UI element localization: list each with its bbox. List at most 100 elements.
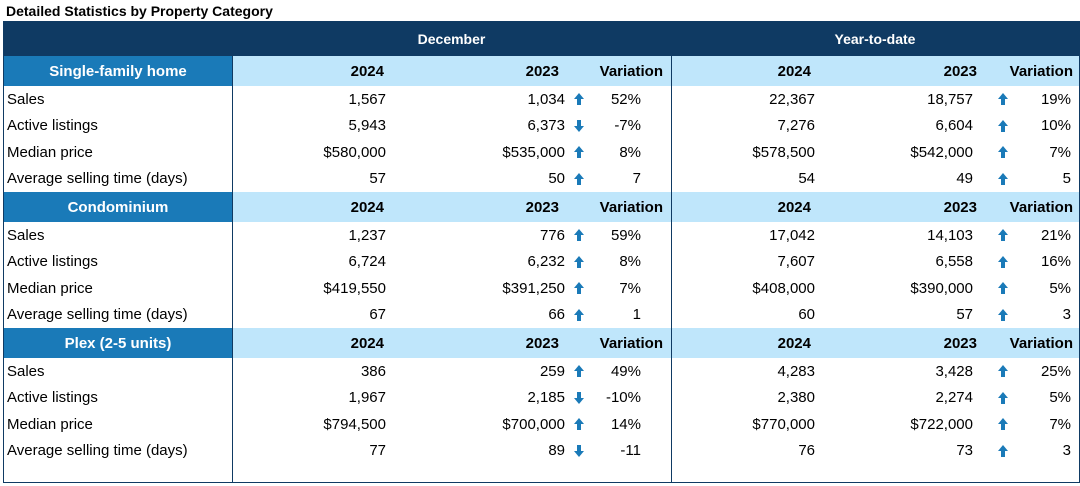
dec-trend-arrow	[567, 166, 591, 193]
row-label: Median price	[7, 279, 93, 297]
ytd-variation-value: 3	[1062, 442, 1071, 460]
header-december: December	[232, 22, 671, 56]
col-header-2023: 2023	[392, 56, 567, 86]
dec-2024-value: 57	[369, 170, 386, 188]
dec-variation-value: 49%	[610, 362, 641, 380]
col-header-2023: 2023	[821, 328, 991, 358]
dec-variation-value: 52%	[610, 90, 641, 108]
dec-trend-arrow	[567, 275, 591, 302]
row-label: Sales	[7, 90, 45, 108]
dec-variation-value: -7%	[614, 117, 641, 135]
dec-trend-arrow	[567, 438, 591, 465]
arrow-up-icon	[574, 93, 584, 106]
arrow-down-icon	[574, 391, 584, 404]
ytd-trend-arrow	[991, 86, 1015, 113]
col-header-2023: 2023	[392, 328, 567, 358]
ytd-2023-value: 73	[956, 442, 973, 460]
dec-2024-value: 6,724	[348, 253, 386, 271]
ytd-trend-arrow	[991, 249, 1015, 276]
col-header-variation: Variation	[991, 328, 1079, 358]
dec-2024-value: 77	[369, 442, 386, 460]
ytd-variation-value: 5	[1062, 170, 1071, 188]
arrow-up-icon	[574, 282, 584, 295]
ytd-2023-value: 3,428	[935, 362, 973, 380]
dec-variation-value: 1	[632, 306, 641, 324]
dec-2023-value: $391,250	[502, 279, 565, 297]
arrow-up-icon	[574, 308, 584, 321]
dec-trend-arrow	[567, 86, 591, 113]
dec-trend-arrow	[567, 358, 591, 385]
header-year-to-date: Year-to-date	[671, 22, 1079, 56]
row-label: Active listings	[7, 117, 98, 135]
arrow-up-icon	[998, 444, 1008, 457]
arrow-up-icon	[998, 418, 1008, 431]
header-corner-cell	[4, 22, 232, 56]
dec-variation-value: -10%	[605, 389, 641, 407]
ytd-2024-value: 7,276	[777, 117, 815, 135]
dec-variation-value: 7%	[619, 279, 641, 297]
table-row: Average selling time (days) 67 66 1 60 57 3	[4, 302, 1079, 329]
ytd-2024-value: 22,367	[769, 90, 815, 108]
section-header-row: Condominium 2024 2023 Variation 2024 2023 Vari…	[4, 192, 1079, 222]
ytd-variation-value: 16%	[1040, 253, 1071, 271]
ytd-trend-arrow	[991, 358, 1015, 385]
table-row: Active listings 1,967 2,185 -10% 2,380 2,274 5…	[4, 385, 1079, 412]
row-label: Median price	[7, 143, 93, 161]
section-header-row: Plex (2-5 units) 2024 2023 Variation 2024 202…	[4, 328, 1079, 358]
ytd-trend-arrow	[991, 302, 1015, 329]
dec-2023-value: 259	[539, 362, 565, 380]
dec-2024-value: 1,967	[348, 389, 386, 407]
dec-variation-value: 7	[632, 170, 641, 188]
table-row: Active listings 6,724 6,232 8% 7,607 6,558 16%	[4, 249, 1079, 276]
ytd-trend-arrow	[991, 222, 1015, 249]
section-header-row: Single-family home 2024 2023 Variation 2024 2…	[4, 56, 1079, 86]
arrow-down-icon	[574, 444, 584, 457]
dec-trend-arrow	[567, 411, 591, 438]
table-row: Sales 1,237 776 59% 17,042 14,103 21%	[4, 222, 1079, 249]
dec-2024-value: $419,550	[323, 279, 386, 297]
column-divider	[232, 22, 233, 482]
ytd-2024-value: 17,042	[769, 226, 815, 244]
dec-variation-value: 8%	[619, 253, 641, 271]
col-header-2023: 2023	[392, 192, 567, 222]
arrow-up-icon	[998, 119, 1008, 132]
ytd-trend-arrow	[991, 411, 1015, 438]
ytd-2024-value: 7,607	[777, 253, 815, 271]
dec-variation-value: 8%	[619, 143, 641, 161]
col-header-2024: 2024	[671, 328, 821, 358]
ytd-2023-value: $542,000	[910, 143, 973, 161]
row-label: Average selling time (days)	[7, 306, 188, 324]
table-row: Average selling time (days) 57 50 7 54 49 5	[4, 166, 1079, 193]
col-header-variation: Variation	[567, 328, 671, 358]
col-header-2023: 2023	[821, 192, 991, 222]
dec-2023-value: 89	[548, 442, 565, 460]
dec-2023-value: 6,373	[527, 117, 565, 135]
arrow-up-icon	[998, 172, 1008, 185]
row-label: Active listings	[7, 389, 98, 407]
arrow-up-icon	[998, 229, 1008, 242]
arrow-up-icon	[574, 146, 584, 159]
col-header-2024: 2024	[671, 56, 821, 86]
ytd-2024-value: 4,283	[777, 362, 815, 380]
arrow-up-icon	[998, 146, 1008, 159]
ytd-variation-value: 5%	[1049, 389, 1071, 407]
col-header-variation: Variation	[991, 56, 1079, 86]
ytd-trend-arrow	[991, 166, 1015, 193]
dec-2023-value: 776	[539, 226, 565, 244]
ytd-variation-value: 7%	[1049, 143, 1071, 161]
column-divider	[671, 22, 672, 482]
row-label: Average selling time (days)	[7, 170, 188, 188]
arrow-up-icon	[574, 255, 584, 268]
ytd-trend-arrow	[991, 139, 1015, 166]
category-label: Condominium	[4, 192, 232, 222]
ytd-2024-value: $770,000	[752, 415, 815, 433]
ytd-variation-value: 25%	[1040, 362, 1071, 380]
dec-2023-value: 1,034	[527, 90, 565, 108]
dec-2024-value: 1,567	[348, 90, 386, 108]
row-label: Sales	[7, 226, 45, 244]
col-header-2024: 2024	[232, 56, 392, 86]
row-label: Active listings	[7, 253, 98, 271]
ytd-2023-value: 14,103	[927, 226, 973, 244]
dec-2023-value: $700,000	[502, 415, 565, 433]
dec-2024-value: 67	[369, 306, 386, 324]
